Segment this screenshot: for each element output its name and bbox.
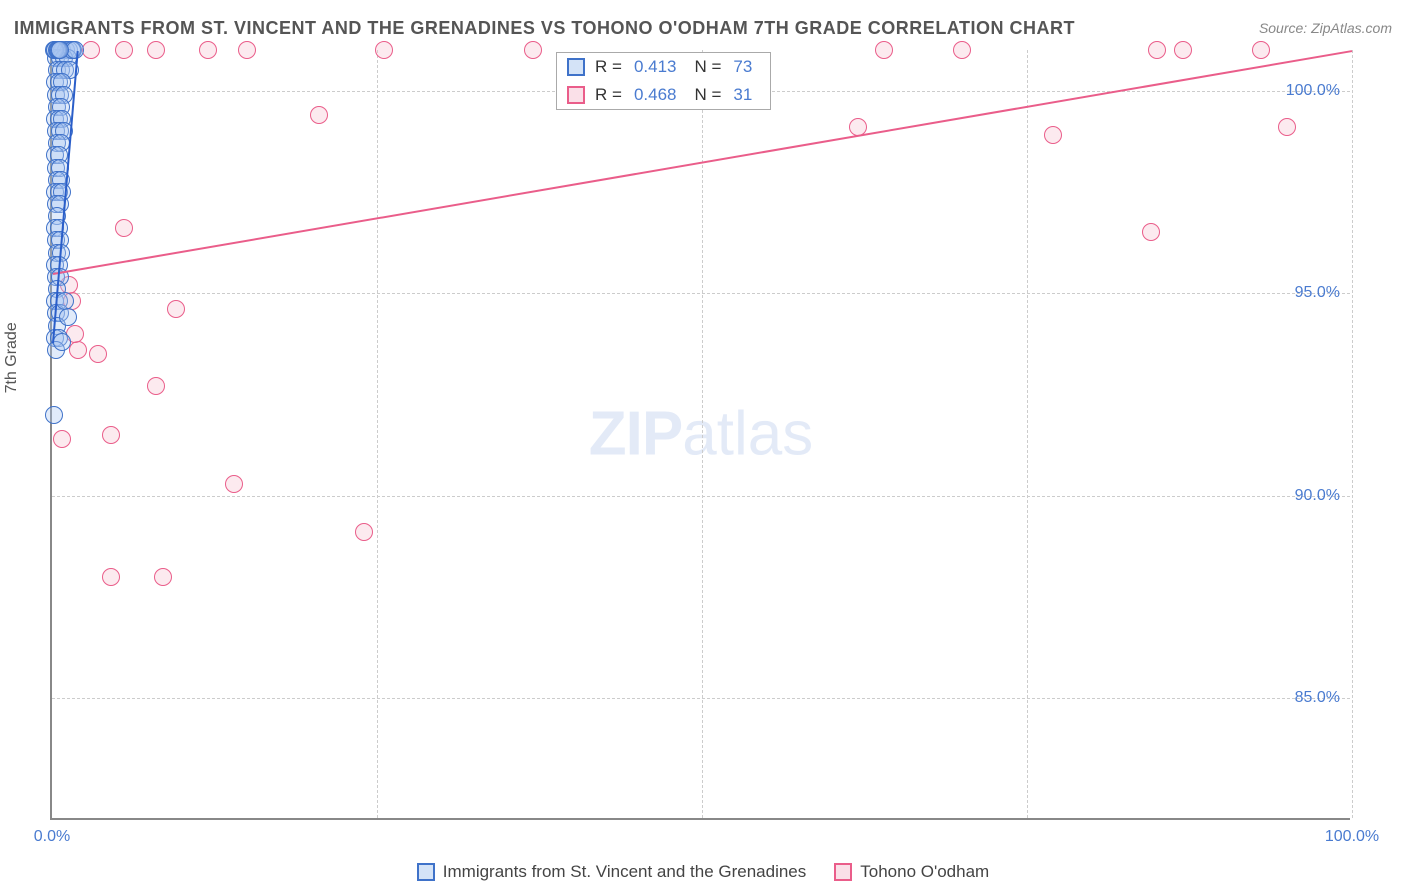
point-series-b bbox=[69, 341, 87, 359]
point-series-a bbox=[56, 292, 74, 310]
point-series-a bbox=[45, 406, 63, 424]
ytick-label: 100.0% bbox=[1286, 82, 1340, 100]
x-legend-item: Immigrants from St. Vincent and the Gren… bbox=[417, 862, 806, 882]
point-series-b bbox=[310, 106, 328, 124]
point-series-b bbox=[355, 523, 373, 541]
point-series-b bbox=[1278, 118, 1296, 136]
ytick-label: 95.0% bbox=[1295, 284, 1340, 302]
gridline-v bbox=[702, 50, 703, 818]
point-series-b bbox=[1142, 223, 1160, 241]
gridline-v bbox=[1027, 50, 1028, 818]
y-axis-label: 7th Grade bbox=[3, 322, 21, 393]
ytick-label: 90.0% bbox=[1295, 487, 1340, 505]
point-series-b bbox=[53, 430, 71, 448]
point-series-b bbox=[154, 568, 172, 586]
point-series-a bbox=[59, 308, 77, 326]
x-axis-legend: Immigrants from St. Vincent and the Gren… bbox=[0, 862, 1406, 886]
point-series-b bbox=[147, 377, 165, 395]
point-series-b bbox=[147, 41, 165, 59]
point-series-b bbox=[199, 41, 217, 59]
legend-swatch-icon bbox=[567, 58, 585, 76]
n-value: 73 bbox=[733, 57, 752, 77]
gridline-h bbox=[52, 293, 1350, 294]
legend-stats-row: R = 0.413 N = 73 bbox=[557, 53, 770, 81]
point-series-b bbox=[115, 41, 133, 59]
gridline-h bbox=[52, 698, 1350, 699]
ytick-label: 85.0% bbox=[1295, 689, 1340, 707]
r-label: R = bbox=[595, 57, 622, 77]
legend-swatch-icon bbox=[417, 863, 435, 881]
x-legend-item: Tohono O'odham bbox=[834, 862, 989, 882]
x-legend-label: Immigrants from St. Vincent and the Gren… bbox=[443, 862, 806, 882]
point-series-b bbox=[1174, 41, 1192, 59]
gridline-h bbox=[52, 496, 1350, 497]
legend-stats-box: R = 0.413 N = 73 R = 0.468 N = 31 bbox=[556, 52, 771, 110]
point-series-a bbox=[53, 333, 71, 351]
point-series-b bbox=[102, 568, 120, 586]
point-series-b bbox=[102, 426, 120, 444]
r-value: 0.413 bbox=[634, 57, 677, 77]
gridline-v bbox=[377, 50, 378, 818]
legend-stats-row: R = 0.468 N = 31 bbox=[557, 81, 770, 109]
point-series-b bbox=[1148, 41, 1166, 59]
xtick-label: 0.0% bbox=[34, 828, 70, 846]
legend-swatch-icon bbox=[567, 86, 585, 104]
point-series-b bbox=[238, 41, 256, 59]
point-series-b bbox=[225, 475, 243, 493]
point-series-b bbox=[89, 345, 107, 363]
r-value: 0.468 bbox=[634, 85, 677, 105]
point-series-b bbox=[1252, 41, 1270, 59]
gridline-v bbox=[1352, 50, 1353, 818]
n-label: N = bbox=[694, 57, 721, 77]
point-series-b bbox=[167, 300, 185, 318]
legend-swatch-icon bbox=[834, 863, 852, 881]
plot-area: ZIPatlas 85.0%90.0%95.0%100.0%0.0%100.0% bbox=[50, 50, 1350, 820]
point-series-b bbox=[375, 41, 393, 59]
point-series-b bbox=[1044, 126, 1062, 144]
point-series-b bbox=[82, 41, 100, 59]
point-series-b bbox=[953, 41, 971, 59]
point-series-b bbox=[524, 41, 542, 59]
point-series-b bbox=[115, 219, 133, 237]
r-label: R = bbox=[595, 85, 622, 105]
x-legend-label: Tohono O'odham bbox=[860, 862, 989, 882]
xtick-label: 100.0% bbox=[1325, 828, 1379, 846]
point-series-b bbox=[875, 41, 893, 59]
n-label: N = bbox=[694, 85, 721, 105]
watermark: ZIPatlas bbox=[589, 399, 813, 470]
point-series-a bbox=[51, 41, 69, 59]
chart-title: IMMIGRANTS FROM ST. VINCENT AND THE GREN… bbox=[14, 18, 1075, 39]
source-label: Source: ZipAtlas.com bbox=[1259, 20, 1392, 36]
n-value: 31 bbox=[733, 85, 752, 105]
